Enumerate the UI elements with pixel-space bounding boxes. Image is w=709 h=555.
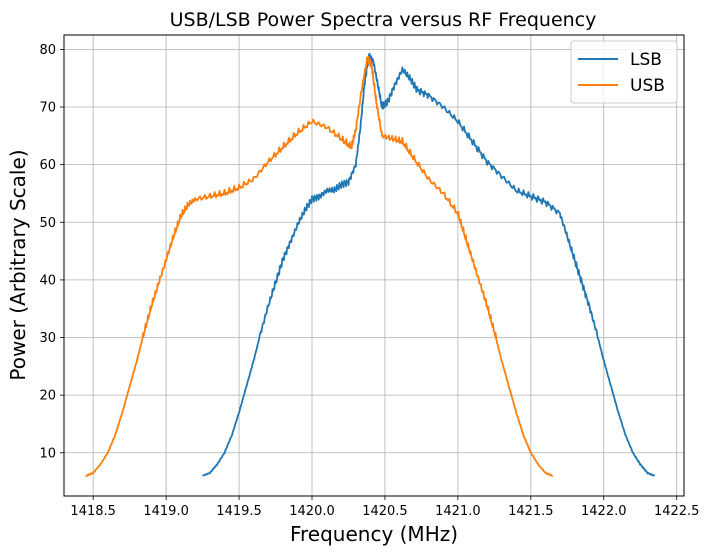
x-tick-label: 1419.0 xyxy=(143,504,189,519)
x-tick-label: 1421.5 xyxy=(508,504,554,519)
series-group xyxy=(85,52,656,477)
plot-frame xyxy=(63,34,685,497)
x-tick-label: 1419.5 xyxy=(216,504,262,519)
x-tick-label: 1418.5 xyxy=(70,504,116,519)
legend: LSB USB xyxy=(570,40,678,104)
legend-box xyxy=(570,40,678,104)
y-tick-label: 50 xyxy=(39,216,56,231)
x-tick-label: 1422.5 xyxy=(654,504,700,519)
series-line-lsb xyxy=(201,52,656,477)
series-line-usb xyxy=(85,55,553,477)
y-axis-label: Power (Arbitrary Scale) xyxy=(6,149,30,380)
y-tick-label: 60 xyxy=(39,158,56,173)
x-tick-label: 1422.0 xyxy=(581,504,627,519)
axis-ticks: 1418.5 1419.0 1419.5 1420.0 1420.5 1421.0 1421… xyxy=(39,43,699,519)
y-tick-label: 20 xyxy=(39,389,56,404)
y-tick-label: 80 xyxy=(39,43,56,58)
x-tick-label: 1420.0 xyxy=(289,504,335,519)
x-axis-label: Frequency (MHz) xyxy=(290,522,458,546)
legend-label-lsb: LSB xyxy=(630,50,662,70)
chart-title: USB/LSB Power Spectra versus RF Frequenc… xyxy=(170,9,597,31)
y-tick-label: 30 xyxy=(39,331,56,346)
y-tick-label: 70 xyxy=(39,101,56,116)
x-tick-label: 1421.0 xyxy=(435,504,481,519)
y-tick-label: 40 xyxy=(39,273,56,288)
x-tick-label: 1420.5 xyxy=(362,504,408,519)
y-tick-label: 10 xyxy=(39,446,56,461)
grid xyxy=(64,35,684,496)
legend-label-usb: USB xyxy=(630,76,665,96)
